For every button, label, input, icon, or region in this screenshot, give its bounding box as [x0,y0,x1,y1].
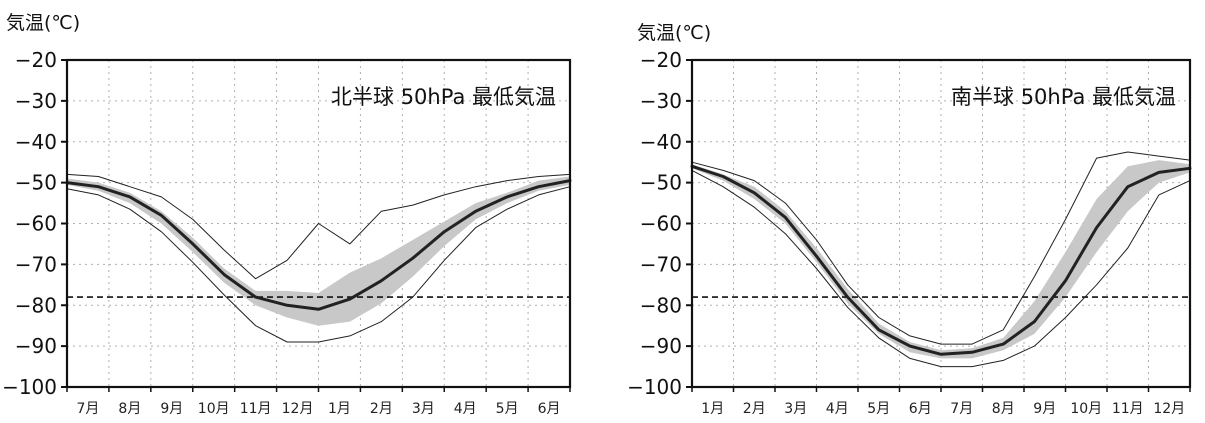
x-tick-label: 2月 [370,401,393,417]
x-tick-label: 10月 [1070,401,1102,417]
x-tick-label: 10月 [198,401,230,417]
chart-panel-north: 気温(℃) −20 −30 −40 −50 −60 −70 −80 −90 −100 7月 8月 9月… [0,0,600,423]
y-tick-label: −80 [640,293,682,317]
y-tick-label: −90 [15,334,57,358]
y-tick-label: −50 [640,171,682,195]
series-max-line [66,173,571,280]
y-tick-label: −100 [627,375,682,399]
x-tick-label: 4月 [826,401,849,417]
series-max-line [691,151,1191,345]
chart-title: 北半球 50hPa 最低気温 [331,85,556,109]
chart-title: 南半球 50hPa 最低気温 [951,85,1176,109]
x-tick-label: 9月 [1033,401,1056,417]
x-tick-label: 7月 [76,401,99,417]
series-min-line [66,186,571,343]
x-tick-label: 8月 [992,401,1015,417]
x-tick-label: 1月 [328,401,351,417]
y-tick-label: −40 [15,130,57,154]
x-tick-label: 1月 [701,401,724,417]
y-axis-label: 気温(℃) [6,12,81,34]
series-min-line [691,169,1191,368]
x-tick-label: 8月 [118,401,141,417]
x-tick-label: 3月 [784,401,807,417]
y-tick-label: −100 [2,375,57,399]
x-tick-label: 2月 [743,401,766,417]
x-tick-label: 5月 [496,401,519,417]
x-tick-label: 7月 [950,401,973,417]
x-tick-label: 6月 [909,401,932,417]
y-axis-label: 気温(℃) [637,22,712,44]
y-tick-label: −70 [15,252,57,276]
chart-panel-south: 気温(℃) −20 −30 −40 −50 −60 −70 −80 −90 −100 1月 2月 3月… [605,0,1205,423]
x-tick-label: 12月 [282,401,314,417]
x-tick-label: 5月 [867,401,890,417]
y-tick-label: −30 [640,89,682,113]
chart-north-hemisphere: −20 −30 −40 −50 −60 −70 −80 −90 −100 7月 8月 9月 10月 11月… [2,48,572,417]
x-tick-label: 11月 [1112,401,1144,417]
x-tick-label: 3月 [412,401,435,417]
x-tick-label: 12月 [1153,401,1185,417]
chart-south-hemisphere: −20 −30 −40 −50 −60 −70 −80 −90 −100 1月 2月 3月 4月 5月 6月… [627,48,1192,417]
y-tick-label: −70 [640,252,682,276]
y-tick-label: −60 [640,212,682,236]
y-tick-label: −40 [640,130,682,154]
series-mean-line [65,179,572,311]
y-tick-label: −90 [640,334,682,358]
y-tick-label: −60 [15,212,57,236]
y-tick-label: −30 [15,89,57,113]
series-mean-line [690,164,1192,356]
y-tick-label: −80 [15,293,57,317]
x-tick-label: 6月 [538,401,561,417]
x-tick-label: 9月 [160,401,183,417]
y-tick-label: −20 [15,48,57,72]
y-tick-label: −50 [15,171,57,195]
x-tick-label: 11月 [240,401,272,417]
y-tick-label: −20 [640,48,682,72]
x-tick-label: 4月 [454,401,477,417]
